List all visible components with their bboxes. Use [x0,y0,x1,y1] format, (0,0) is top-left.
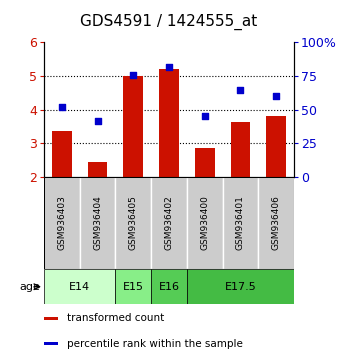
Point [95,118,100,123]
Bar [151,177,187,269]
Bar [115,269,151,304]
Bar [44,316,58,320]
Point [202,114,208,119]
Bar [223,177,258,269]
Text: E16: E16 [159,282,179,292]
Text: E15: E15 [123,282,144,292]
Point [130,72,136,78]
Text: GSM936402: GSM936402 [165,196,173,250]
Text: transformed count: transformed count [67,313,164,323]
Text: E14: E14 [69,282,90,292]
Bar [151,269,187,304]
Point [59,104,65,110]
Bar [266,116,286,177]
Text: GSM936403: GSM936403 [57,195,66,251]
Bar [88,162,107,177]
Text: GDS4591 / 1424555_at: GDS4591 / 1424555_at [80,14,258,30]
Bar [159,69,179,177]
Text: GSM936400: GSM936400 [200,195,209,251]
Point [273,93,279,99]
Text: GSM936401: GSM936401 [236,195,245,251]
Text: percentile rank within the sample: percentile rank within the sample [67,338,242,349]
Bar [123,76,143,177]
Text: E17.5: E17.5 [224,282,256,292]
Point [166,64,172,69]
Bar [44,342,58,345]
Text: GSM936405: GSM936405 [129,195,138,251]
Bar [231,121,250,177]
Bar [187,177,223,269]
Bar [44,177,80,269]
Bar [258,177,294,269]
Text: age: age [20,282,41,292]
Bar [44,269,115,304]
Bar [195,148,215,177]
Text: GSM936404: GSM936404 [93,196,102,250]
Bar [115,177,151,269]
Bar [52,131,72,177]
Bar [187,269,294,304]
Point [238,87,243,92]
Text: GSM936406: GSM936406 [272,195,281,251]
Bar [80,177,115,269]
